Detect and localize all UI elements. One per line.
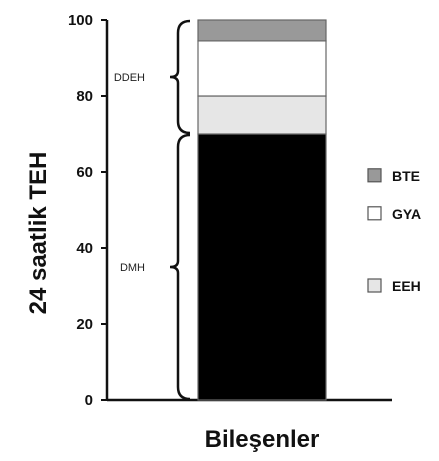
x-axis-title: Bileşenler [205, 426, 320, 453]
y-axis-title: 24 saatlik TEH [25, 152, 52, 315]
y-tick-label: 0 [85, 392, 93, 409]
legend-swatch-bte [367, 168, 382, 183]
legend: BTE GYA EEH [367, 168, 421, 294]
brackets: DDEH DMH [114, 19, 191, 401]
bar-segment-base [197, 133, 327, 401]
bracket-label-ddeh: DDEH [114, 72, 145, 84]
bracket-dmh [169, 133, 191, 401]
y-tick-label: 40 [76, 240, 93, 257]
legend-swatch-eeh [367, 278, 382, 293]
y-tick-label: 80 [76, 88, 93, 105]
legend-swatch-gya [367, 206, 382, 221]
bar-segment-gya [197, 40, 327, 97]
y-tick-label: 60 [76, 164, 93, 181]
bracket-ddeh [169, 19, 191, 135]
y-tick-label: 100 [68, 12, 93, 29]
y-tick-label: 20 [76, 316, 93, 333]
bar-segments [197, 19, 327, 401]
legend-label-gya: GYA [392, 206, 421, 222]
bar-segment-bte [197, 19, 327, 42]
bracket-label-dmh: DMH [120, 262, 145, 274]
legend-label-eeh: EEH [392, 278, 421, 294]
legend-label-bte: BTE [392, 168, 420, 184]
y-ticks: 0 20 40 60 80 100 [68, 12, 107, 409]
bar-segment-eeh [197, 95, 327, 135]
